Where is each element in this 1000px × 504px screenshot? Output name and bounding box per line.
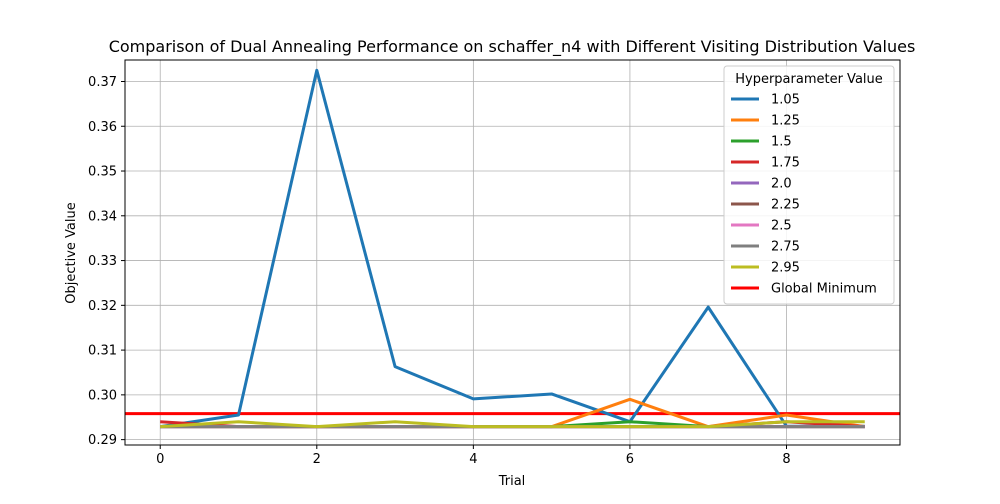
y-tick-label: 0.29 (88, 433, 117, 448)
y-axis-label: Objective Value (64, 202, 79, 303)
legend-label: 2.25 (771, 198, 800, 213)
legend-label: 1.75 (771, 156, 800, 171)
series-line (160, 68, 865, 429)
legend-label: 1.25 (771, 114, 800, 129)
legend-label: 2.95 (771, 261, 800, 276)
chart-title: Comparison of Dual Annealing Performance… (109, 37, 916, 57)
series-lines (160, 68, 865, 429)
y-tick-label: 0.30 (88, 388, 117, 403)
series-line (160, 420, 865, 429)
x-tick-label: 2 (313, 452, 321, 467)
legend-label: 2.75 (771, 240, 800, 255)
y-tick-label: 0.33 (88, 254, 117, 269)
legend-label: 2.0 (771, 177, 792, 192)
legend-label: 1.5 (771, 135, 792, 150)
legend: Hyperparameter Value 1.05 1.25 1.5 1.75 2.0 2.… (723, 65, 895, 305)
plot-frame (124, 59, 901, 446)
y-tick-label: 0.32 (88, 299, 117, 314)
y-tick-label: 0.35 (88, 165, 117, 180)
legend-label: 2.5 (771, 219, 792, 234)
y-tick-label: 0.37 (88, 75, 117, 90)
y-tick-label: 0.34 (88, 209, 117, 224)
x-axis-label: Trial (498, 474, 526, 489)
y-tick-label: 0.31 (88, 344, 117, 359)
x-tick-label: 6 (626, 452, 634, 467)
x-tick-label: 8 (782, 452, 790, 467)
legend-box (723, 65, 895, 305)
x-tick-label: 4 (469, 452, 477, 467)
legend-label: Global Minimum (771, 282, 877, 297)
legend-title: Hyperparameter Value (735, 72, 883, 87)
axes: 0 2 4 6 8 0.29 0.30 0.31 0.32 0.33 0.34 0.35 0.36 0.3… (88, 59, 901, 467)
legend-label: 1.05 (771, 93, 800, 108)
x-tick-label: 0 (156, 452, 164, 467)
y-tick-label: 0.36 (88, 120, 117, 135)
